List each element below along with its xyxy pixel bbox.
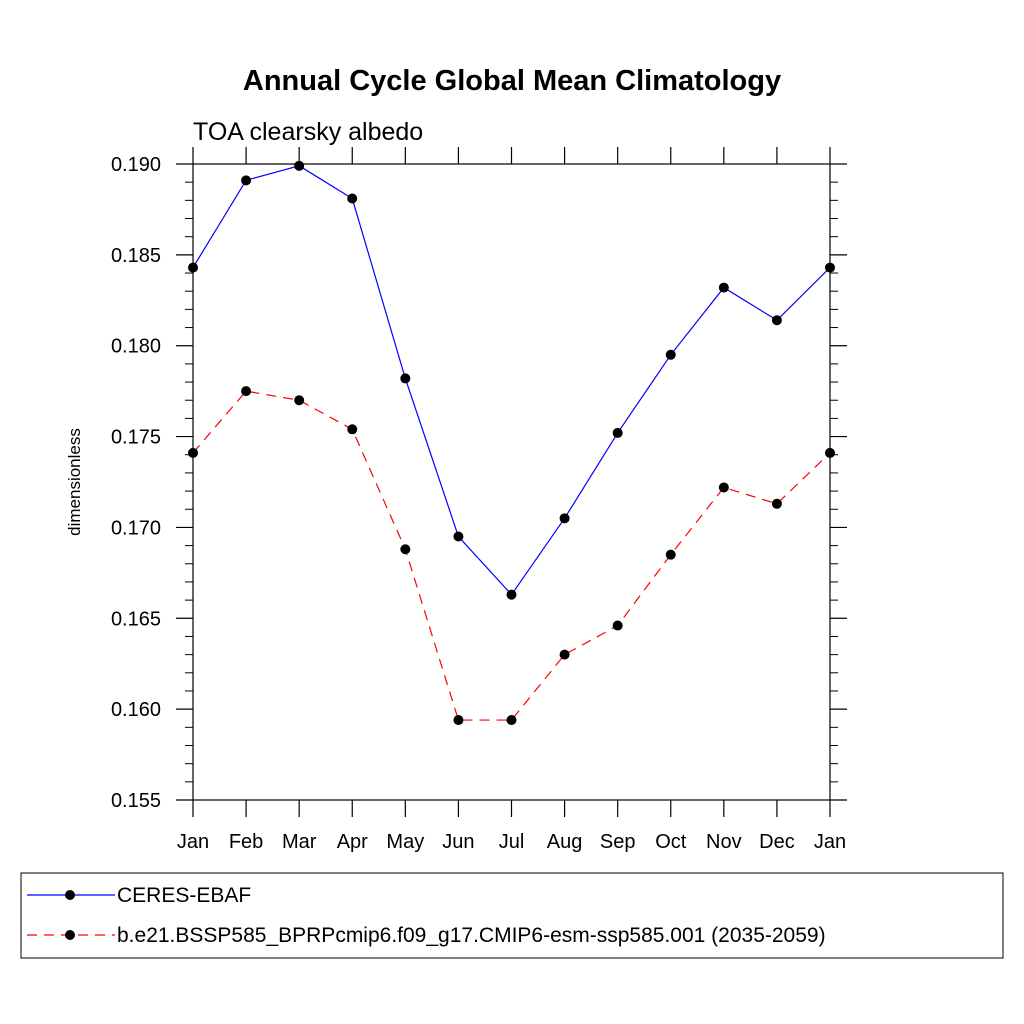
x-tick-label: Aug — [547, 831, 583, 853]
x-tick-label: Sep — [600, 831, 636, 853]
x-tick-label: Jul — [499, 831, 525, 853]
y-tick-label: 0.160 — [111, 699, 161, 721]
x-tick-label: Jan — [814, 831, 846, 853]
series-0-point — [347, 193, 358, 204]
x-tick-label: Jun — [442, 831, 474, 853]
x-tick-label: Apr — [337, 831, 368, 853]
legend-label-model: b.e21.BSSP585_BPRPcmip6.f09_g17.CMIP6-es… — [117, 924, 826, 947]
series-1-point — [241, 386, 252, 397]
series-layer — [188, 160, 835, 726]
series-1-point — [347, 424, 358, 435]
series-1-point — [294, 395, 305, 406]
series-1-point — [453, 715, 464, 726]
x-tick-label: Feb — [229, 831, 263, 853]
legend: CERES-EBAF b.e21.BSSP585_BPRPcmip6.f09_g… — [20, 872, 1004, 959]
series-line-1 — [192, 390, 831, 721]
x-tick-label: Mar — [282, 831, 317, 853]
x-tick-label: Jan — [177, 831, 209, 853]
y-tick-label: 0.175 — [111, 427, 161, 449]
series-1-point — [771, 498, 782, 509]
series-0-point — [241, 175, 252, 186]
series-1-point — [665, 549, 676, 560]
y-axis-label: dimensionless — [65, 428, 84, 536]
legend-label-ceres: CERES-EBAF — [117, 884, 251, 907]
y-tick-label: 0.185 — [111, 245, 161, 267]
series-0-point — [400, 373, 411, 384]
y-tick-label: 0.180 — [111, 336, 161, 358]
series-0-point — [506, 589, 517, 600]
x-tick-label: Nov — [706, 831, 742, 853]
series-0-point — [612, 427, 623, 438]
x-tick-label: May — [386, 831, 424, 853]
series-0-point — [771, 315, 782, 326]
y-tick-label: 0.170 — [111, 517, 161, 539]
y-tick-label: 0.155 — [111, 790, 161, 812]
series-1-point — [718, 482, 729, 493]
axis-ticks — [176, 147, 847, 817]
x-tick-labels: Jan Feb Mar Apr May Jun Jul Aug Sep Oct Nov Dec Jan — [177, 831, 846, 853]
y-tick-label: 0.165 — [111, 608, 161, 630]
chart-subtitle: TOA clearsky albedo — [193, 118, 423, 146]
series-1-point — [400, 544, 411, 555]
series-0-point — [294, 160, 305, 171]
series-0-point — [453, 531, 464, 542]
legend-box — [20, 872, 1004, 959]
series-0-point — [559, 513, 570, 524]
series-1-point — [559, 649, 570, 660]
chart-title: Annual Cycle Global Mean Climatology — [243, 65, 781, 97]
plot-frame — [192, 163, 831, 801]
x-tick-label: Oct — [655, 831, 687, 853]
series-0-point — [718, 282, 729, 293]
x-tick-label: Dec — [759, 831, 795, 853]
legend-marker-ceres — [65, 890, 75, 900]
legend-marker-model — [65, 930, 75, 940]
series-0-point — [665, 349, 676, 360]
y-tick-labels: 0.155 0.160 0.165 0.170 0.175 0.180 0.185 0.190 — [111, 154, 161, 812]
series-1-point — [612, 620, 623, 631]
series-1-point — [506, 715, 517, 726]
series-line-0 — [192, 165, 831, 596]
y-tick-label: 0.190 — [111, 154, 161, 176]
